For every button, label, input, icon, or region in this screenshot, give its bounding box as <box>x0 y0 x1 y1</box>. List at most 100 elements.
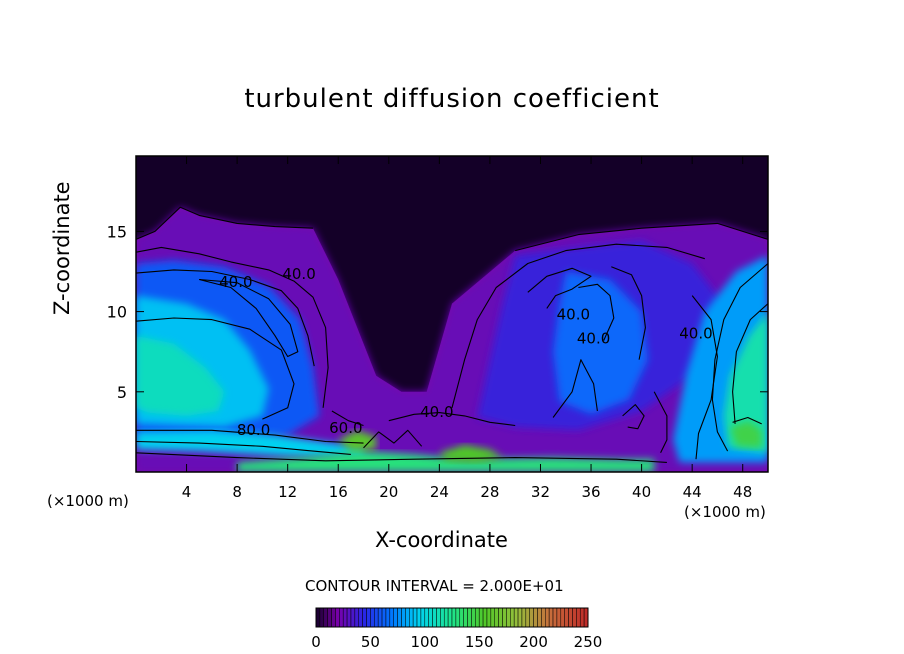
x-axis-label: X-coordinate <box>375 528 508 552</box>
x-tick-label-32: 32 <box>531 483 550 501</box>
colorbar-swatch <box>486 607 492 628</box>
colorbar-swatch <box>436 607 441 628</box>
plot-frame <box>135 155 769 473</box>
colorbar-swatch <box>354 607 359 628</box>
colorbar-swatch <box>342 607 348 628</box>
colorbar-swatch <box>319 607 325 628</box>
colorbar-swatch <box>339 607 344 628</box>
contour-line-11 <box>611 266 646 360</box>
colorbar-swatch <box>393 607 398 628</box>
colorbar-swatch <box>541 607 546 628</box>
colorbar-swatch <box>533 607 538 628</box>
colorbar: 0 50 100 150 200 250 <box>311 607 603 651</box>
colorbar-swatch <box>315 607 321 628</box>
colorbar-swatch <box>362 607 367 628</box>
colorbar-swatch <box>420 607 426 628</box>
colorbar-swatch <box>428 607 433 628</box>
colorbar-swatch <box>537 607 542 628</box>
colorbar-tick-label-250: 250 <box>574 633 603 651</box>
colorbar-swatch <box>331 607 336 628</box>
colorbar-swatch <box>510 607 515 628</box>
colorbar-swatch <box>381 607 387 628</box>
field-region-surface-hotspot-2 <box>338 430 377 452</box>
colorbar-tick-label-100: 100 <box>410 633 439 651</box>
colorbar-swatch <box>335 607 340 628</box>
colorbar-frame <box>315 607 589 628</box>
contour-line-14 <box>732 303 768 424</box>
x-unit-left: (×1000 m) <box>47 492 129 510</box>
contour-line-3 <box>199 278 299 358</box>
x-tick-label-20: 20 <box>379 483 398 501</box>
colorbar-swatch <box>583 607 589 628</box>
colorbar-swatch <box>579 607 585 628</box>
colorbar-tick-label-200: 200 <box>519 633 548 651</box>
contour-line-23 <box>515 222 768 252</box>
colorbar-swatch <box>424 607 429 628</box>
x-tick-label-16: 16 <box>329 483 348 501</box>
colorbar-swatch <box>494 607 499 628</box>
contour-line-22 <box>136 206 314 240</box>
colorbar-swatch <box>385 607 391 628</box>
colorbar-swatch <box>374 607 379 628</box>
colorbar-swatch <box>327 607 332 628</box>
colorbar-swatch <box>517 607 523 628</box>
contour-interval-text: CONTOUR INTERVAL = 2.000E+01 <box>305 577 564 595</box>
plot-area <box>136 156 768 472</box>
contour-labels: 40.0 40.0 80.0 60.0 40.0 40.0 40.0 40.0 <box>219 265 713 439</box>
contour-line-21 <box>331 410 364 427</box>
colorbar-swatch <box>490 607 495 628</box>
colorbar-swatch <box>568 607 573 628</box>
contour-line-20 <box>136 452 667 463</box>
colorbar-swatch <box>475 607 480 628</box>
colorbar-swatch <box>560 607 565 628</box>
colorbar-swatch <box>548 607 554 628</box>
contour-label-3: 80.0 <box>237 421 270 439</box>
y-tick-label-10: 10 <box>107 303 127 322</box>
contour-line-17 <box>622 404 645 430</box>
colorbar-swatch <box>572 607 577 628</box>
colorbar-swatch <box>440 607 445 628</box>
colorbar-swatch <box>358 607 363 628</box>
colorbar-swatch <box>416 607 422 628</box>
colorbar-swatch <box>556 607 562 628</box>
field-region-right-surface-hotspot <box>730 420 762 448</box>
contour-line-9 <box>527 267 592 309</box>
colorbar-swatch <box>463 607 468 628</box>
colorbar-tick-label-150: 150 <box>465 633 494 651</box>
contour-line-7 <box>388 412 516 427</box>
y-tick-label-5: 5 <box>117 383 127 402</box>
colorbar-swatch <box>432 607 437 628</box>
field-region-upper-atmosphere <box>136 156 768 392</box>
x-tick-label-48: 48 <box>733 483 752 501</box>
colorbar-swatch <box>478 607 484 628</box>
colorbar-swatch <box>502 607 507 628</box>
colorbar-swatch <box>467 607 472 628</box>
colorbar-swatch <box>471 607 476 628</box>
contour-line-18 <box>552 359 598 418</box>
contour-label-6: 40.0 <box>557 305 590 323</box>
contour-line-16 <box>653 391 668 454</box>
y-axis-label: Z-coordinate <box>50 181 74 315</box>
colorbar-swatch <box>397 607 402 628</box>
colorbar-swatch <box>350 607 356 628</box>
contour-line-19 <box>363 429 423 449</box>
contour-line-6 <box>136 440 351 455</box>
colorbar-swatch <box>401 607 406 628</box>
colorbar-swatch <box>498 607 503 628</box>
contour-line-10 <box>578 283 615 341</box>
contour-label-1: 40.0 <box>219 273 252 291</box>
colorbar-swatch <box>447 607 453 628</box>
colorbar-swatch <box>552 607 558 628</box>
contour-line-8 <box>451 243 705 408</box>
colorbar-swatch <box>451 607 457 628</box>
colorbar-swatch <box>459 607 464 628</box>
colorbar-swatch <box>409 607 414 628</box>
contour-line-13 <box>711 263 768 452</box>
contour-label-4: 60.0 <box>329 419 362 437</box>
colorbar-swatch <box>389 607 394 628</box>
x-tick-label-28: 28 <box>480 483 499 501</box>
contour-label-7: 40.0 <box>577 329 610 347</box>
contour-line-1 <box>136 246 329 408</box>
